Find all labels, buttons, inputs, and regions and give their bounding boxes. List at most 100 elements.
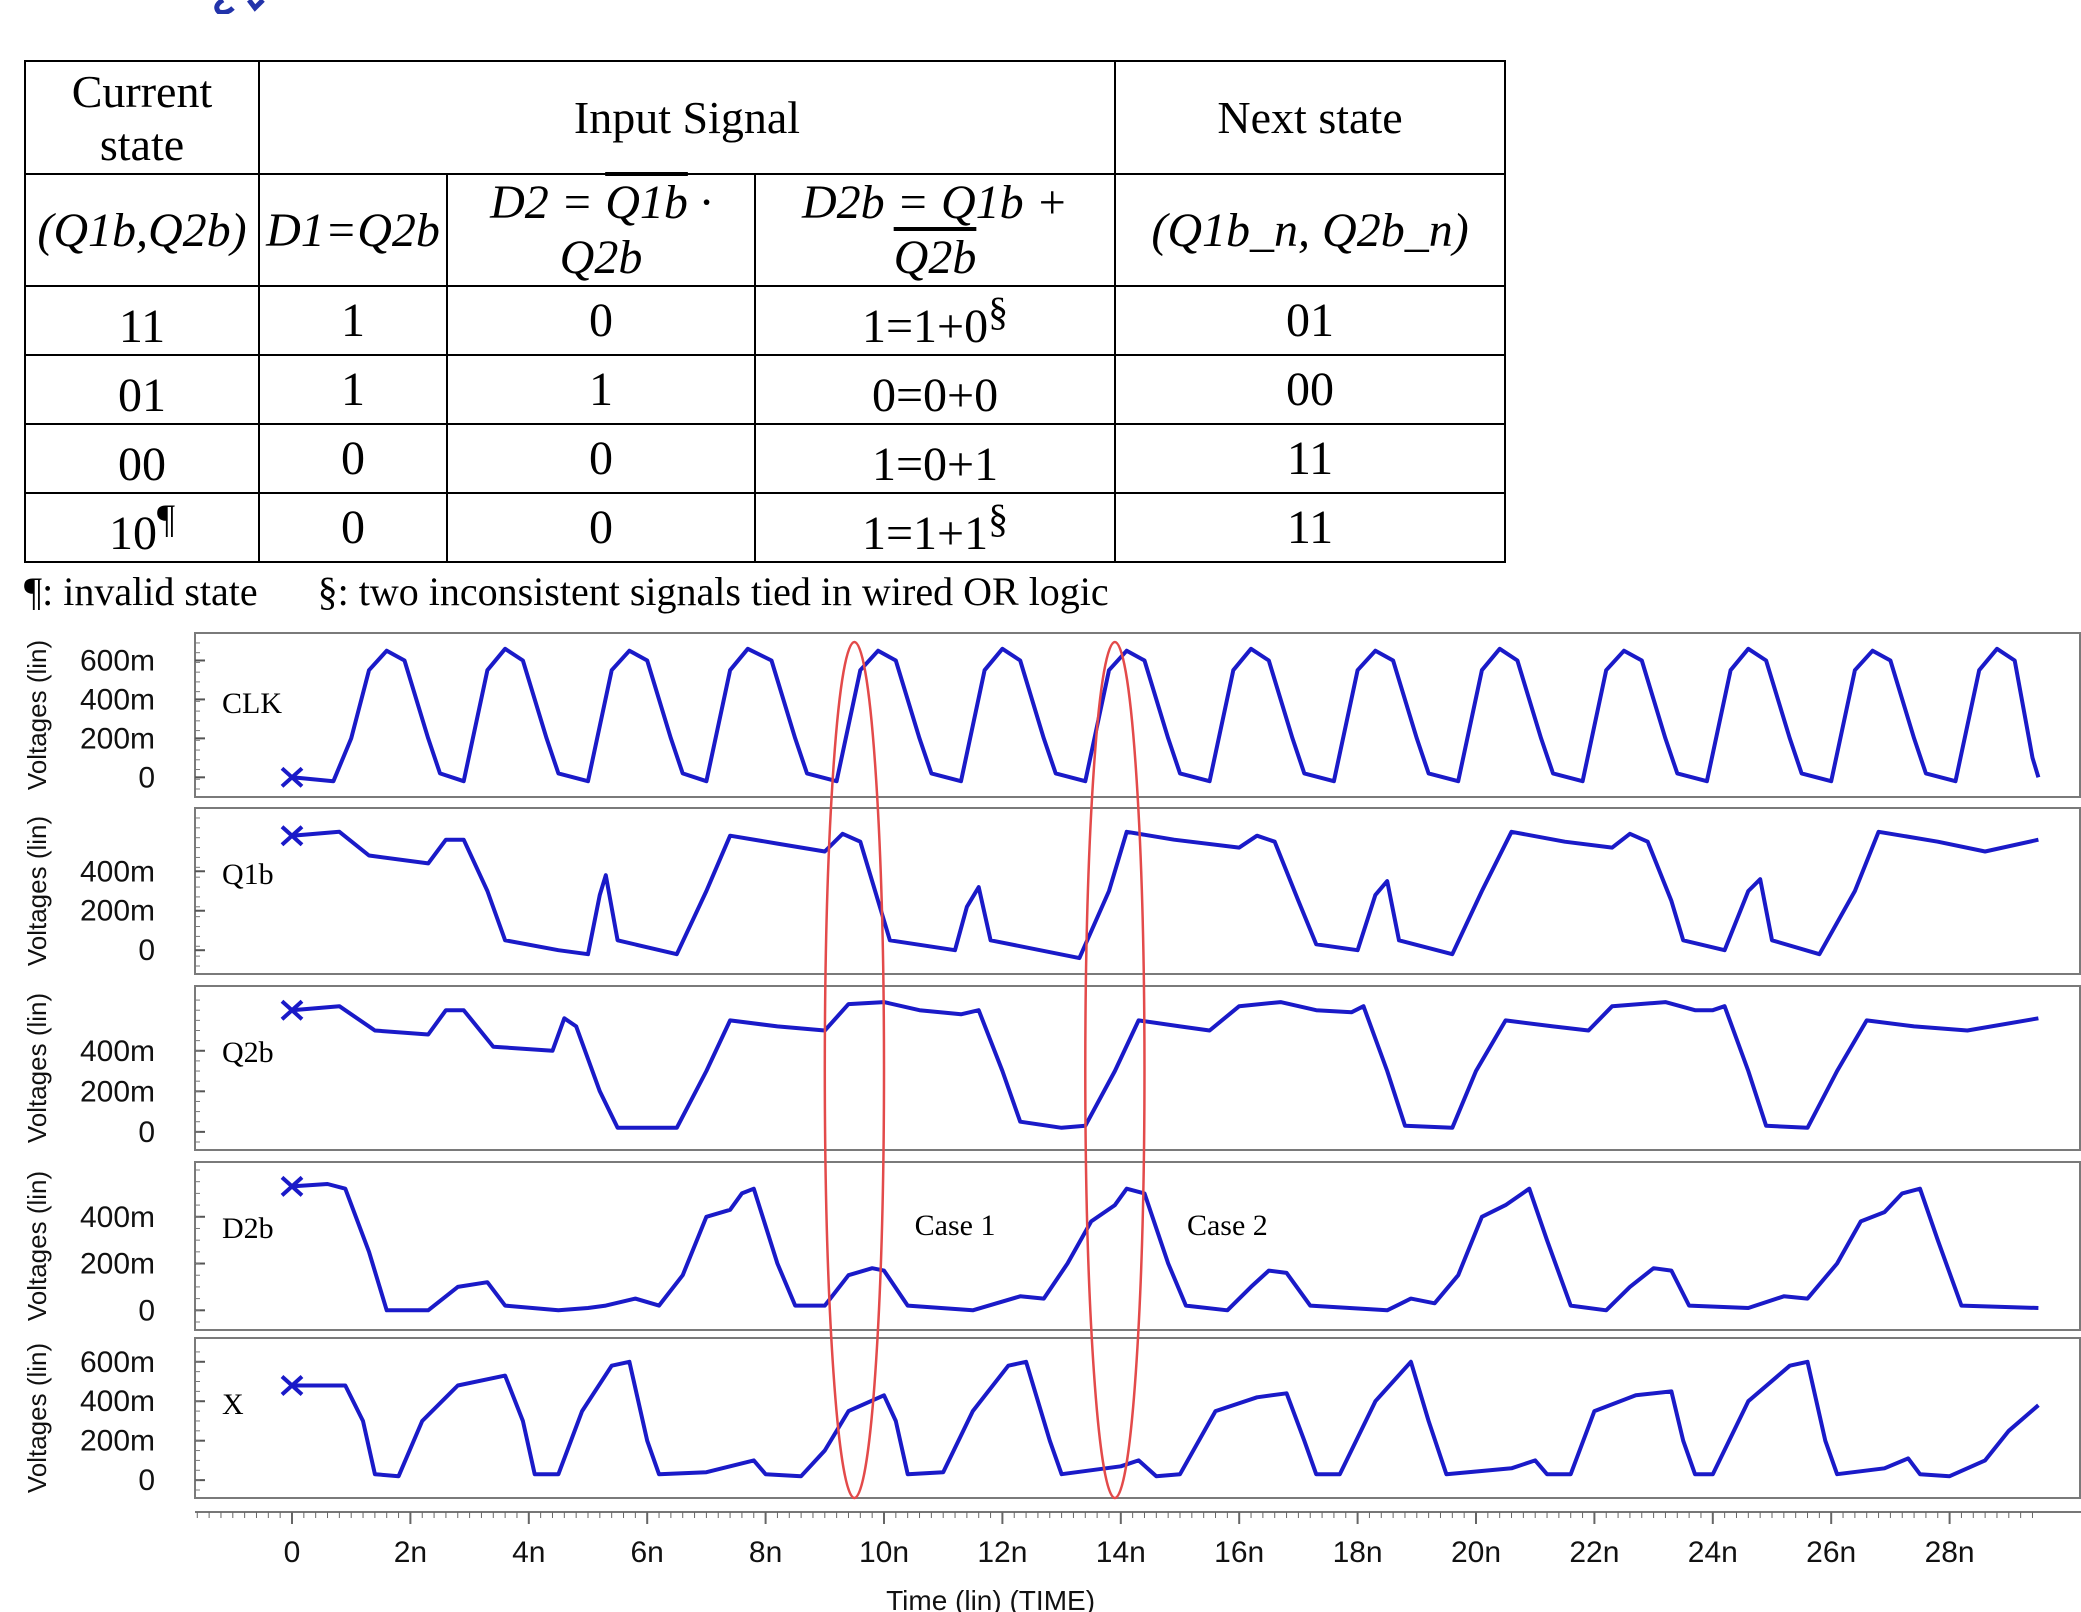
cell-next: 11 xyxy=(1114,492,1507,563)
cell-next: 00 xyxy=(1114,354,1507,425)
header-input-signal: Input Signal xyxy=(257,60,1117,175)
x-tick-label: 8n xyxy=(749,1536,782,1569)
cell-d1: 0 xyxy=(258,492,448,563)
x-tick-label: 14n xyxy=(1096,1536,1146,1569)
signal-label-d2b: D2b xyxy=(222,1212,274,1245)
d2b-bar: Q2b xyxy=(893,231,977,284)
waveform-d2b xyxy=(291,1182,2039,1313)
cell-d2b-sup: § xyxy=(988,288,1009,334)
y-axis-label: Voltages (lin) xyxy=(22,993,52,1143)
highlight-ellipse-1 xyxy=(823,640,886,1500)
table-header-row: Current state Input Signal Next state xyxy=(24,60,1507,175)
x-tick-label: 16n xyxy=(1214,1536,1264,1569)
cell-d2: 0 xyxy=(446,423,756,494)
subheader-d1: D1=Q2b xyxy=(258,173,448,287)
start-marker xyxy=(280,1175,304,1197)
y-tick-label: 200m xyxy=(80,1075,155,1108)
cell-current: 00 xyxy=(24,423,260,494)
y-axis-label: Voltages (lin) xyxy=(22,1343,52,1493)
y-tick-label: 200m xyxy=(80,722,155,755)
y-tick-label: 400m xyxy=(80,1035,155,1068)
d2-prefix: D2 = xyxy=(490,176,606,229)
cell-d2: 1 xyxy=(446,354,756,425)
header-logo-fragment xyxy=(214,0,265,14)
y-tick-label: 0 xyxy=(138,761,155,794)
signal-label-x: X xyxy=(222,1388,244,1421)
y-tick-label: 0 xyxy=(138,934,155,967)
cell-d1: 0 xyxy=(258,423,448,494)
x-tick-label: 4n xyxy=(512,1536,545,1569)
start-marker xyxy=(280,1374,304,1396)
x-tick-label: 6n xyxy=(631,1536,664,1569)
y-tick-label: 200m xyxy=(80,895,155,928)
waveform-x xyxy=(292,1359,2040,1479)
header-current-state: Current state xyxy=(24,60,260,175)
subheader-d2: D2 = Q1b · Q2b xyxy=(446,173,756,287)
cell-d2b: 0=0+0 xyxy=(753,354,1117,425)
y-tick-label: 600m xyxy=(80,1346,155,1379)
y-tick-label: 200m xyxy=(80,1425,155,1458)
cell-d1: 1 xyxy=(258,285,448,356)
d2-bar: Q1b xyxy=(605,176,688,229)
y-axis-label: Voltages (lin) xyxy=(22,640,52,790)
x-tick-label: 26n xyxy=(1806,1536,1856,1569)
y-tick-label: 400m xyxy=(80,855,155,888)
d2b-prefix: D2b = Q1b + xyxy=(801,176,1069,229)
x-tick-label: 28n xyxy=(1925,1536,1975,1569)
y-axis-label: Voltages (lin) xyxy=(22,816,52,966)
start-marker xyxy=(280,999,304,1021)
subheader-next: (Q1b_n, Q2b_n) xyxy=(1114,173,1507,287)
subheader-current: (Q1b,Q2b) xyxy=(24,173,260,287)
start-marker xyxy=(280,766,304,788)
y-tick-label: 0 xyxy=(138,1116,155,1149)
cell-d2b-value: 1=0+1 xyxy=(871,437,999,491)
panel-frame-d2b xyxy=(194,1161,2081,1331)
cell-current: 11 xyxy=(24,285,260,356)
cell-current-value: 11 xyxy=(118,299,166,353)
d2-suffix: · Q2b xyxy=(559,176,712,284)
y-tick-label: 400m xyxy=(80,1201,155,1234)
cell-d2b: 1=1+0§ xyxy=(753,285,1117,356)
case-annotation-2: Case 2 xyxy=(1187,1209,1268,1242)
x-tick-label: 22n xyxy=(1569,1536,1619,1569)
cell-d2b: 1=1+1§ xyxy=(753,492,1117,563)
highlight-ellipse-2 xyxy=(1084,640,1146,1500)
subheader-d2b: D2b = Q1b + Q2b xyxy=(753,173,1117,287)
cell-d2b-value: 1=1+0 xyxy=(861,299,989,353)
header-next-state: Next state xyxy=(1114,60,1507,175)
waveform-clk xyxy=(291,646,2041,784)
signal-label-q2b: Q2b xyxy=(222,1036,274,1069)
cell-current: 10¶ xyxy=(24,492,260,563)
y-tick-label: 600m xyxy=(80,644,155,677)
x-tick-label: 2n xyxy=(394,1536,427,1569)
table-row: 10¶ 0 0 1=1+1§ 11 xyxy=(24,492,1507,563)
table-subheader-row: (Q1b,Q2b) D1=Q2b D2 = Q1b · Q2b D2b = Q1… xyxy=(24,173,1507,287)
cell-next: 01 xyxy=(1114,285,1507,356)
cell-current-value: 00 xyxy=(118,437,166,491)
y-axis-label: Voltages (lin) xyxy=(22,1171,52,1321)
waveform-q2b xyxy=(291,1000,2039,1130)
cell-d2b: 1=0+1 xyxy=(753,423,1117,494)
cell-d2b-value: 1=1+1 xyxy=(861,506,989,560)
cell-d2: 0 xyxy=(446,285,756,356)
cell-current-sup: ¶ xyxy=(156,495,176,541)
cell-d2: 0 xyxy=(446,492,756,563)
table-row: 01 1 1 0=0+0 00 xyxy=(24,354,1507,425)
signal-label-clk: CLK xyxy=(222,687,282,720)
cell-current-value: 10 xyxy=(108,506,157,560)
x-tick-label: 12n xyxy=(977,1536,1027,1569)
cell-current: 01 xyxy=(24,354,260,425)
case-annotation-1: Case 1 xyxy=(915,1209,996,1242)
y-tick-label: 400m xyxy=(80,683,155,716)
x-tick-label: 10n xyxy=(859,1536,909,1569)
signal-label-q1b: Q1b xyxy=(222,858,274,891)
y-tick-label: 200m xyxy=(80,1248,155,1281)
table-row: 00 0 0 1=0+1 11 xyxy=(24,423,1507,494)
panel-frame-q2b xyxy=(194,985,2081,1151)
table-footnote: ¶: invalid state §: two inconsistent sig… xyxy=(24,569,1109,614)
table-row: 11 1 0 1=1+0§ 01 xyxy=(24,285,1507,356)
start-marker xyxy=(280,825,304,847)
x-tick-label: 20n xyxy=(1451,1536,1501,1569)
cell-d2b-sup: § xyxy=(988,495,1009,541)
